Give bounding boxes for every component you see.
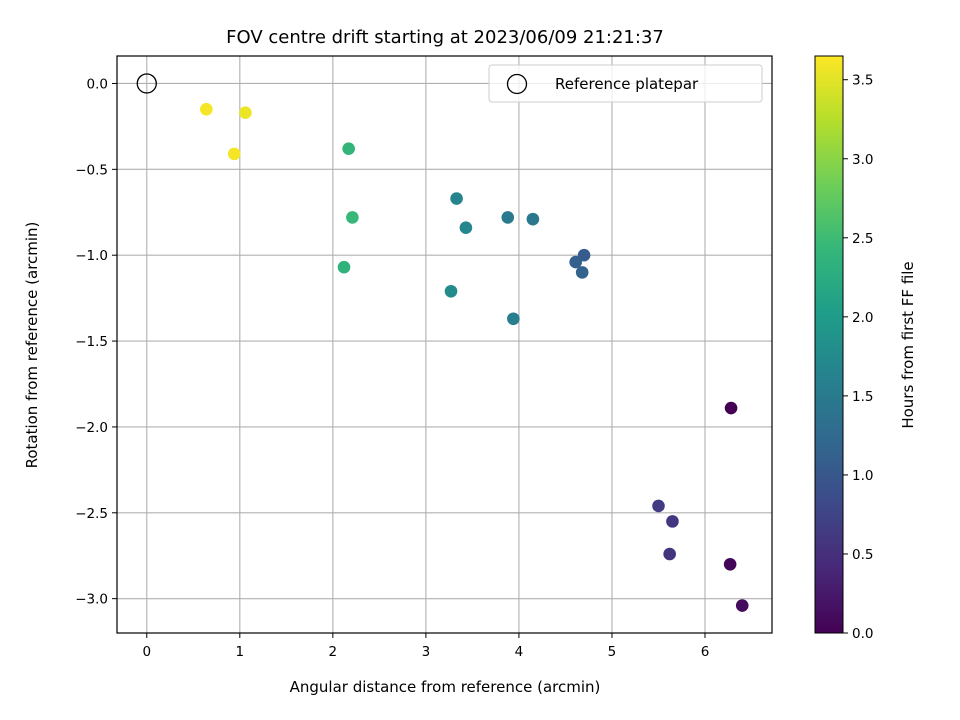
colorbar-tick-label: 1.5 xyxy=(852,389,873,405)
reference-marker xyxy=(136,73,157,94)
data-point xyxy=(723,558,737,571)
data-point xyxy=(227,147,241,161)
x-tick-label: 4 xyxy=(515,644,524,660)
x-axis-ticks: 0 1 2 3 4 5 6 xyxy=(142,633,709,660)
legend-box xyxy=(488,64,763,103)
y-tick-label: −0.5 xyxy=(75,162,108,178)
grid xyxy=(117,56,772,633)
colorbar: 0.0 0.5 1.0 1.5 2.0 2.5 3.0 3.5 Hours from firs… xyxy=(814,55,917,642)
x-tick-label: 0 xyxy=(142,644,151,660)
colorbar-tick-label: 3.5 xyxy=(852,73,873,89)
plot-area xyxy=(116,55,773,634)
colorbar-gradient xyxy=(814,55,844,634)
data-point xyxy=(501,211,515,224)
legend: Reference platepar xyxy=(488,64,763,103)
chart-title: FOV centre drift starting at 2023/06/09 … xyxy=(226,27,664,48)
data-point xyxy=(663,547,676,561)
colorbar-tick-label: 2.5 xyxy=(852,231,873,247)
data-point xyxy=(346,211,359,224)
data-point xyxy=(444,284,458,298)
y-tick-label: 0.0 xyxy=(87,76,108,92)
legend-entry-reference: Reference platepar xyxy=(555,75,699,93)
data-point xyxy=(342,142,355,156)
colorbar-tick-label: 0.5 xyxy=(852,547,873,563)
colorbar-label: Hours from first FF file xyxy=(899,261,917,428)
colorbar-tick-label: 0.0 xyxy=(852,626,873,642)
colorbar-ticks: 0.0 0.5 1.0 1.5 2.0 2.5 3.0 3.5 xyxy=(843,73,873,642)
data-point xyxy=(724,401,738,415)
data-point xyxy=(337,260,351,274)
y-axis-ticks: 0.0 −0.5 −1.0 −1.5 −2.0 −2.5 −3.0 xyxy=(75,76,117,608)
data-point xyxy=(239,106,252,119)
data-point xyxy=(459,221,473,235)
colorbar-tick-label: 1.0 xyxy=(852,468,873,484)
y-tick-label: −2.5 xyxy=(75,506,108,522)
data-point xyxy=(735,599,749,612)
y-tick-label: −3.0 xyxy=(75,592,108,608)
data-point xyxy=(200,102,213,116)
plot-frame xyxy=(116,55,773,634)
x-tick-label: 1 xyxy=(236,644,245,660)
x-tick-label: 3 xyxy=(422,644,431,660)
y-tick-label: −1.5 xyxy=(75,334,108,350)
reference-point xyxy=(136,73,157,94)
legend-marker-icon xyxy=(506,73,528,95)
data-point xyxy=(575,266,589,279)
x-tick-label: 5 xyxy=(608,644,617,660)
data-point xyxy=(577,248,591,262)
x-tick-label: 2 xyxy=(329,644,338,660)
y-tick-label: −2.0 xyxy=(75,420,108,436)
colorbar-tick-label: 2.0 xyxy=(852,310,873,326)
y-tick-label: −1.0 xyxy=(75,248,108,264)
data-point xyxy=(507,312,520,326)
data-points xyxy=(200,102,749,612)
colorbar-tick-label: 3.0 xyxy=(852,152,873,168)
y-axis-label: Rotation from reference (arcmin) xyxy=(23,222,41,469)
data-point xyxy=(526,212,540,226)
data-point xyxy=(569,255,582,269)
data-point xyxy=(450,192,463,205)
x-axis-label: Angular distance from reference (arcmin) xyxy=(290,678,601,696)
data-point xyxy=(666,515,679,528)
x-tick-label: 6 xyxy=(701,644,710,660)
data-point xyxy=(652,499,665,513)
